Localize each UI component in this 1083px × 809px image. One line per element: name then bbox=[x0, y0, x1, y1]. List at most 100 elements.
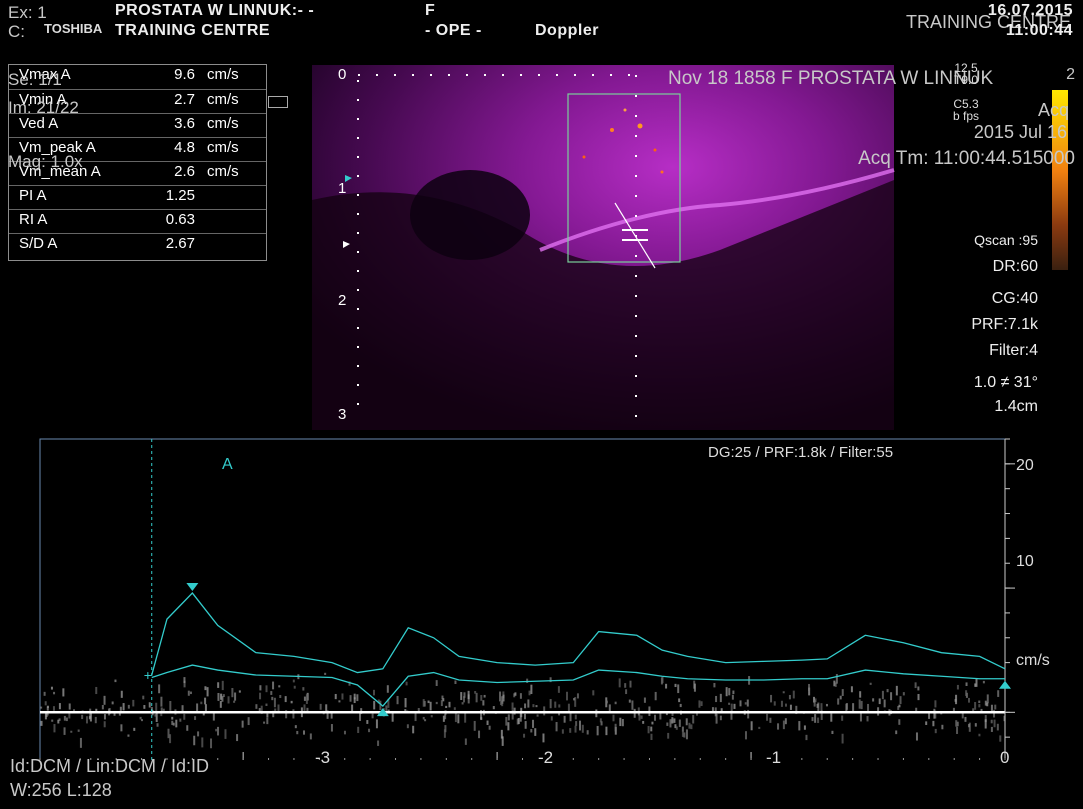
spectrum-speckle bbox=[803, 725, 806, 730]
measurement-row: RI A 0.63 bbox=[9, 209, 266, 231]
spectrum-speckle bbox=[68, 710, 71, 719]
spectrum-speckle bbox=[766, 713, 769, 721]
spectrum-speckle bbox=[805, 734, 808, 741]
spectrum-speckle bbox=[303, 696, 306, 701]
spectrum-speckle bbox=[302, 687, 305, 691]
spectrum-speckle bbox=[233, 700, 236, 703]
measurement-row: Ved A 3.6 cm/s bbox=[9, 113, 266, 135]
param-dr: DR:60 bbox=[992, 258, 1038, 275]
spectrum-speckle bbox=[700, 701, 703, 706]
spectrum-settings: DG:25 / PRF:1.8k / Filter:55 bbox=[708, 444, 894, 461]
spectrum-speckle bbox=[279, 694, 282, 698]
spectrum-speckle bbox=[952, 707, 955, 714]
spectrum-speckle bbox=[52, 706, 55, 711]
table-collapse-icon[interactable] bbox=[268, 96, 288, 108]
spectrum-speckle bbox=[996, 723, 999, 731]
spectrum-speckle bbox=[984, 714, 987, 723]
spectrum-speckle bbox=[813, 700, 816, 707]
spectrum-speckle bbox=[678, 698, 681, 703]
spectrum-speckle bbox=[566, 691, 569, 701]
spectrum-speckle bbox=[661, 676, 664, 684]
spectrum-speckle bbox=[625, 689, 628, 695]
spectrum-speckle bbox=[816, 703, 819, 708]
spectrum-speckle bbox=[501, 736, 504, 746]
spectrum-speckle bbox=[448, 701, 451, 708]
spectrum-speckle bbox=[103, 695, 106, 705]
spectrum-speckle bbox=[371, 713, 374, 719]
spectrum-speckle bbox=[483, 694, 486, 698]
spectrum-speckle bbox=[637, 707, 640, 712]
spectrum-speckle bbox=[820, 710, 823, 720]
spectrum-speckle bbox=[965, 690, 968, 696]
spectrum-speckle bbox=[728, 688, 731, 696]
spectrum-speckle bbox=[993, 719, 996, 728]
spectrum-speckle bbox=[561, 729, 564, 734]
footer-line-1: Id:DCM / Lin:DCM / Id:ID bbox=[10, 756, 210, 776]
spectrum-speckle bbox=[677, 684, 680, 694]
spectrum-speckle bbox=[792, 690, 795, 699]
spectrum-speckle bbox=[798, 721, 801, 731]
spectrum-speckle bbox=[956, 684, 959, 690]
spectrum-speckle bbox=[841, 689, 844, 696]
spectrum-speckle bbox=[263, 721, 266, 724]
spectrum-speckle bbox=[95, 708, 98, 713]
spectrum-speckle bbox=[859, 691, 862, 698]
spectrum-speckle bbox=[993, 709, 996, 718]
spectrum-speckle bbox=[837, 698, 840, 705]
spectrum-speckle bbox=[284, 696, 287, 703]
brand-logo: TOSHIBA bbox=[44, 21, 103, 36]
x-tick-neg1: -1 bbox=[766, 748, 782, 767]
spectrum-speckle bbox=[325, 704, 328, 712]
spectrum-speckle bbox=[303, 730, 306, 735]
param-depth: 1.4cm bbox=[994, 398, 1038, 415]
spectrum-speckle bbox=[444, 714, 447, 720]
spectrum-speckle bbox=[997, 690, 1000, 697]
spectrum-speckle bbox=[986, 702, 989, 707]
spectrum-speckle bbox=[982, 680, 985, 684]
spectrum-speckle bbox=[974, 683, 977, 687]
spectrum-speckle bbox=[711, 707, 714, 712]
spectrum-speckle bbox=[692, 714, 695, 724]
spectrum-speckle bbox=[183, 677, 186, 684]
spectrum-speckle bbox=[685, 718, 688, 726]
spectrum-speckle bbox=[869, 682, 872, 685]
spectrum-speckle bbox=[175, 719, 178, 728]
spectrum-speckle bbox=[181, 705, 184, 712]
spectrum-speckle bbox=[81, 714, 84, 720]
color-doppler-box bbox=[567, 93, 681, 263]
spectrum-speckle bbox=[528, 690, 531, 696]
spectrum-speckle bbox=[898, 719, 901, 725]
acq-time: Acq Tm: 11:00:44.515000 bbox=[858, 148, 1075, 169]
spectrum-speckle bbox=[501, 696, 504, 707]
probe-fps: b fps bbox=[952, 109, 979, 123]
spectral-doppler[interactable]: + bbox=[0, 430, 1083, 760]
spectrum-speckle bbox=[574, 697, 577, 707]
spectrum-speckle bbox=[728, 702, 731, 705]
spectrum-speckle bbox=[666, 722, 669, 726]
spectrum-speckle bbox=[120, 690, 123, 698]
spectrum-speckle bbox=[292, 679, 295, 683]
spectrum-speckle bbox=[651, 721, 654, 725]
spectrum-speckle bbox=[193, 735, 196, 746]
spectrum-speckle bbox=[532, 704, 535, 708]
spectrum-speckle bbox=[878, 698, 881, 705]
spectrum-speckle bbox=[200, 701, 203, 705]
spectrum-speckle bbox=[730, 710, 733, 720]
spectrum-speckle bbox=[780, 700, 783, 707]
spectrum-speckle bbox=[532, 719, 535, 728]
spectrum-speckle bbox=[303, 704, 306, 711]
spectrum-speckle bbox=[573, 698, 576, 701]
spectrum-speckle bbox=[255, 704, 258, 709]
spectrum-speckle bbox=[172, 722, 175, 726]
spectrum-speckle bbox=[171, 716, 174, 720]
spectrum-speckle bbox=[1003, 715, 1006, 722]
spectrum-speckle bbox=[429, 701, 432, 711]
spectrum-speckle bbox=[599, 718, 602, 723]
spectrum-speckle bbox=[265, 703, 268, 707]
spectrum-speckle bbox=[850, 686, 853, 693]
spectrum-speckle bbox=[51, 719, 54, 722]
spectrum-speckle bbox=[222, 694, 225, 698]
bmode-image[interactable] bbox=[0, 0, 1083, 440]
depth-label-2: 2 bbox=[338, 292, 347, 309]
study-date: 2015 Jul 16 bbox=[973, 122, 1067, 142]
